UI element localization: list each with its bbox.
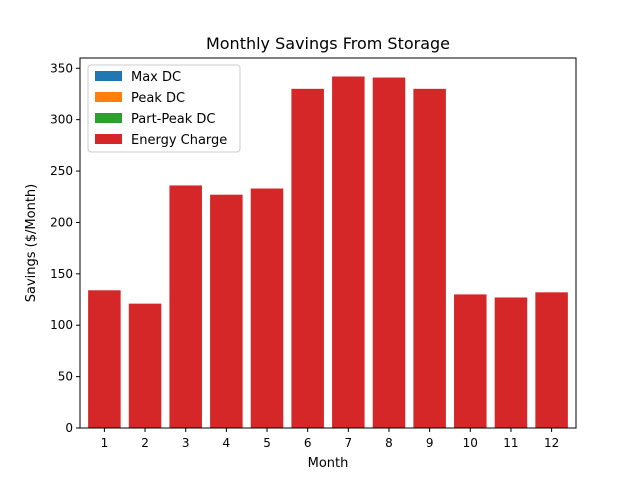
x-tick-label: 4 bbox=[223, 436, 231, 450]
bar-energy-charge-month-10 bbox=[454, 294, 487, 428]
y-tick-label: 250 bbox=[50, 164, 73, 178]
x-tick-label: 7 bbox=[345, 436, 353, 450]
x-axis-ticks: 1 2 3 4 5 6 7 8 9 10 11 12 bbox=[101, 428, 559, 450]
y-axis-ticks: 0 50 100 150 200 250 300 350 bbox=[50, 61, 80, 435]
y-tick-label: 200 bbox=[50, 215, 73, 229]
legend-swatch bbox=[95, 71, 122, 81]
y-tick-label: 100 bbox=[50, 318, 73, 332]
legend-swatch bbox=[95, 92, 122, 102]
x-tick-label: 8 bbox=[385, 436, 393, 450]
legend-label: Energy Charge bbox=[131, 133, 227, 148]
legend-frame bbox=[87, 64, 241, 153]
bars-layer bbox=[88, 76, 568, 428]
legend-swatch bbox=[95, 134, 122, 144]
y-tick-label: 150 bbox=[50, 267, 73, 281]
legend-label: Peak DC bbox=[131, 91, 185, 106]
bar-energy-charge-month-2 bbox=[128, 303, 162, 428]
legend-swatch bbox=[95, 113, 122, 123]
bar-energy-charge-month-7 bbox=[332, 76, 365, 428]
x-tick-label: 11 bbox=[503, 436, 518, 450]
bar-energy-charge-month-11 bbox=[494, 297, 528, 428]
bar-energy-charge-month-1 bbox=[88, 290, 121, 428]
legend-label: Part-Peak DC bbox=[131, 112, 215, 127]
x-tick-label: 2 bbox=[141, 436, 149, 450]
y-tick-label: 50 bbox=[58, 370, 73, 384]
bar-energy-charge-month-5 bbox=[250, 188, 284, 428]
legend-label: Max DC bbox=[131, 70, 181, 85]
y-tick-label: 0 bbox=[65, 421, 73, 435]
x-tick-label: 3 bbox=[182, 436, 190, 450]
legend: Max DC Peak DC Part-Peak DC Energy Charge bbox=[87, 64, 241, 153]
y-axis-label: Savings ($/Month) bbox=[24, 184, 39, 302]
bar-energy-charge-month-6 bbox=[291, 88, 324, 428]
x-tick-label: 10 bbox=[463, 436, 478, 450]
x-axis-label: Month bbox=[308, 456, 349, 471]
y-tick-label: 350 bbox=[50, 61, 73, 75]
chart-title: Monthly Savings From Storage bbox=[206, 34, 450, 53]
x-tick-label: 12 bbox=[544, 436, 559, 450]
bar-energy-charge-month-3 bbox=[169, 185, 202, 428]
bar-energy-charge-month-9 bbox=[413, 88, 446, 428]
x-tick-label: 1 bbox=[101, 436, 109, 450]
bar-energy-charge-month-12 bbox=[535, 292, 568, 428]
x-tick-label: 5 bbox=[263, 436, 271, 450]
x-tick-label: 6 bbox=[304, 436, 312, 450]
y-tick-label: 300 bbox=[50, 113, 73, 127]
x-tick-label: 9 bbox=[426, 436, 434, 450]
bar-energy-charge-month-4 bbox=[210, 194, 243, 428]
plot-frame bbox=[79, 57, 577, 429]
bar-energy-charge-month-8 bbox=[372, 77, 406, 428]
